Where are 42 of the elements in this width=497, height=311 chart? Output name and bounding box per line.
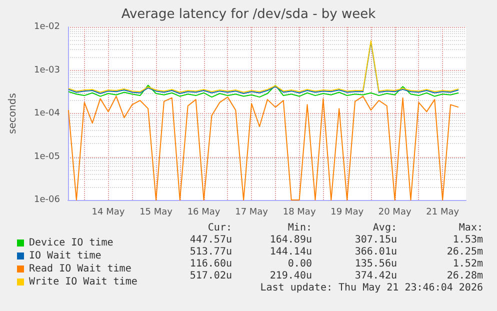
y-tick-label: 1e-05 xyxy=(34,152,60,162)
x-tick-label: 18 May xyxy=(282,208,316,218)
line-series xyxy=(68,96,460,200)
text: 144.14u xyxy=(270,246,312,258)
text: 447.57u xyxy=(190,234,232,246)
text: 116.60u xyxy=(190,258,232,270)
y-tick-label: 1e-06 xyxy=(34,195,60,205)
x-tick-label: 14 May xyxy=(92,208,126,218)
y-tick-label: 1e-03 xyxy=(34,65,60,76)
legend-label: IO Wait time xyxy=(29,250,102,262)
chart-title: Average latency for /dev/sda - by week xyxy=(121,7,376,22)
y-tick-label: 1e-02 xyxy=(34,22,60,32)
y-axis-title: seconds xyxy=(8,93,18,134)
text: 219.40u xyxy=(270,270,312,282)
legend-label: Device IO time xyxy=(29,238,114,248)
legend-label: Write IO Wait time xyxy=(29,276,138,288)
text: 513.77u xyxy=(190,246,232,258)
text: Last update: Thu May 21 23:46:04 2026 xyxy=(260,282,483,294)
text: 374.42u xyxy=(354,270,397,282)
text: Min: xyxy=(288,222,312,234)
x-tick-label: 15 May xyxy=(140,208,174,218)
text: 366.01u xyxy=(354,246,397,258)
y-tick-label: 1e-04 xyxy=(34,108,60,118)
text: 26.28m xyxy=(446,270,483,282)
text: 135.56u xyxy=(354,258,397,270)
text: Max: xyxy=(458,222,483,234)
text: Avg: xyxy=(372,222,397,234)
text: Cur: xyxy=(208,222,232,234)
x-tick-label: 21 May xyxy=(426,208,460,218)
text: 0.00 xyxy=(288,258,312,270)
text: 517.02u xyxy=(190,270,232,282)
x-tick-label: 19 May xyxy=(330,208,364,218)
text: 1.53m xyxy=(452,234,483,246)
x-tick-label: 17 May xyxy=(235,208,269,218)
text: 1.52m xyxy=(452,258,483,270)
text: 164.89u xyxy=(270,234,312,246)
text: 26.25m xyxy=(446,246,483,258)
x-tick-label: 20 May xyxy=(378,208,412,218)
x-tick-label: 16 May xyxy=(187,208,221,218)
line-series xyxy=(68,84,460,98)
text: 307.15u xyxy=(354,234,397,246)
legend-label: Read IO Wait time xyxy=(29,264,132,274)
